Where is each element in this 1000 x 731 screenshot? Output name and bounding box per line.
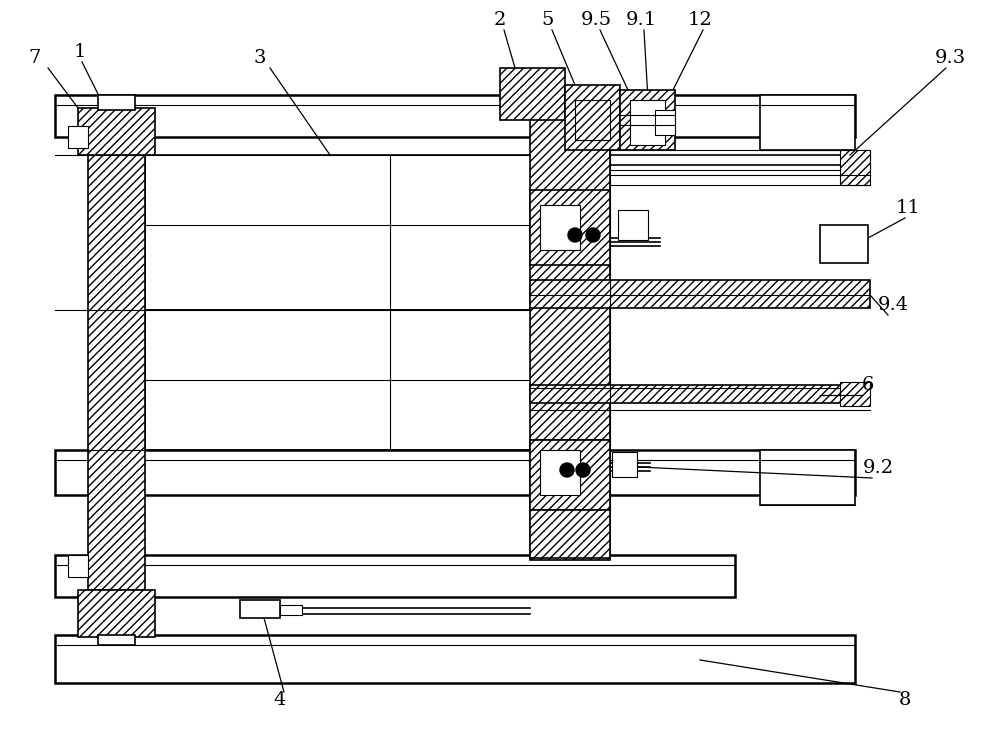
Text: 6: 6 (862, 376, 874, 394)
Bar (530, 280, 870, 308)
Text: 9.4: 9.4 (877, 296, 909, 314)
Bar (540, 450, 580, 495)
Bar (565, 85, 620, 150)
Bar (760, 450, 855, 505)
Bar (145, 155, 535, 310)
Text: 11: 11 (896, 199, 920, 217)
Bar (612, 452, 637, 477)
Bar (68, 126, 88, 148)
Bar (840, 150, 870, 185)
Text: 9.1: 9.1 (625, 11, 657, 29)
Bar (98, 95, 135, 110)
Bar (55, 555, 735, 597)
Text: 9.2: 9.2 (862, 459, 894, 477)
Bar (55, 450, 855, 495)
Text: 8: 8 (899, 691, 911, 709)
Text: 3: 3 (254, 49, 266, 67)
Circle shape (568, 228, 582, 242)
Bar (240, 600, 280, 618)
Bar (840, 382, 870, 406)
Bar (68, 555, 88, 577)
Bar (55, 95, 855, 137)
Text: 2: 2 (494, 11, 506, 29)
Bar (78, 590, 155, 637)
Text: 7: 7 (29, 49, 41, 67)
Bar (530, 95, 610, 510)
Bar (530, 385, 870, 403)
Bar (280, 605, 302, 615)
Bar (78, 108, 155, 155)
Bar (98, 635, 135, 645)
Bar (540, 205, 580, 250)
Bar (760, 95, 855, 150)
Bar (500, 68, 565, 120)
Bar (145, 310, 535, 450)
Circle shape (560, 463, 574, 477)
Bar (618, 210, 648, 240)
Bar (530, 190, 610, 265)
Bar (530, 510, 610, 558)
Text: 4: 4 (274, 691, 286, 709)
Text: 1: 1 (74, 43, 86, 61)
Bar (620, 90, 675, 150)
Bar (88, 150, 145, 590)
Bar (530, 440, 610, 560)
Circle shape (576, 463, 590, 477)
Text: 12: 12 (688, 11, 712, 29)
Bar (530, 440, 610, 510)
Bar (655, 110, 675, 135)
Circle shape (586, 228, 600, 242)
Text: 9.3: 9.3 (934, 49, 966, 67)
Bar (55, 635, 855, 683)
Bar (575, 100, 610, 140)
Bar (820, 225, 868, 263)
Text: 9.5: 9.5 (580, 11, 612, 29)
Bar (630, 100, 665, 145)
Text: 5: 5 (542, 11, 554, 29)
Bar (610, 150, 870, 170)
